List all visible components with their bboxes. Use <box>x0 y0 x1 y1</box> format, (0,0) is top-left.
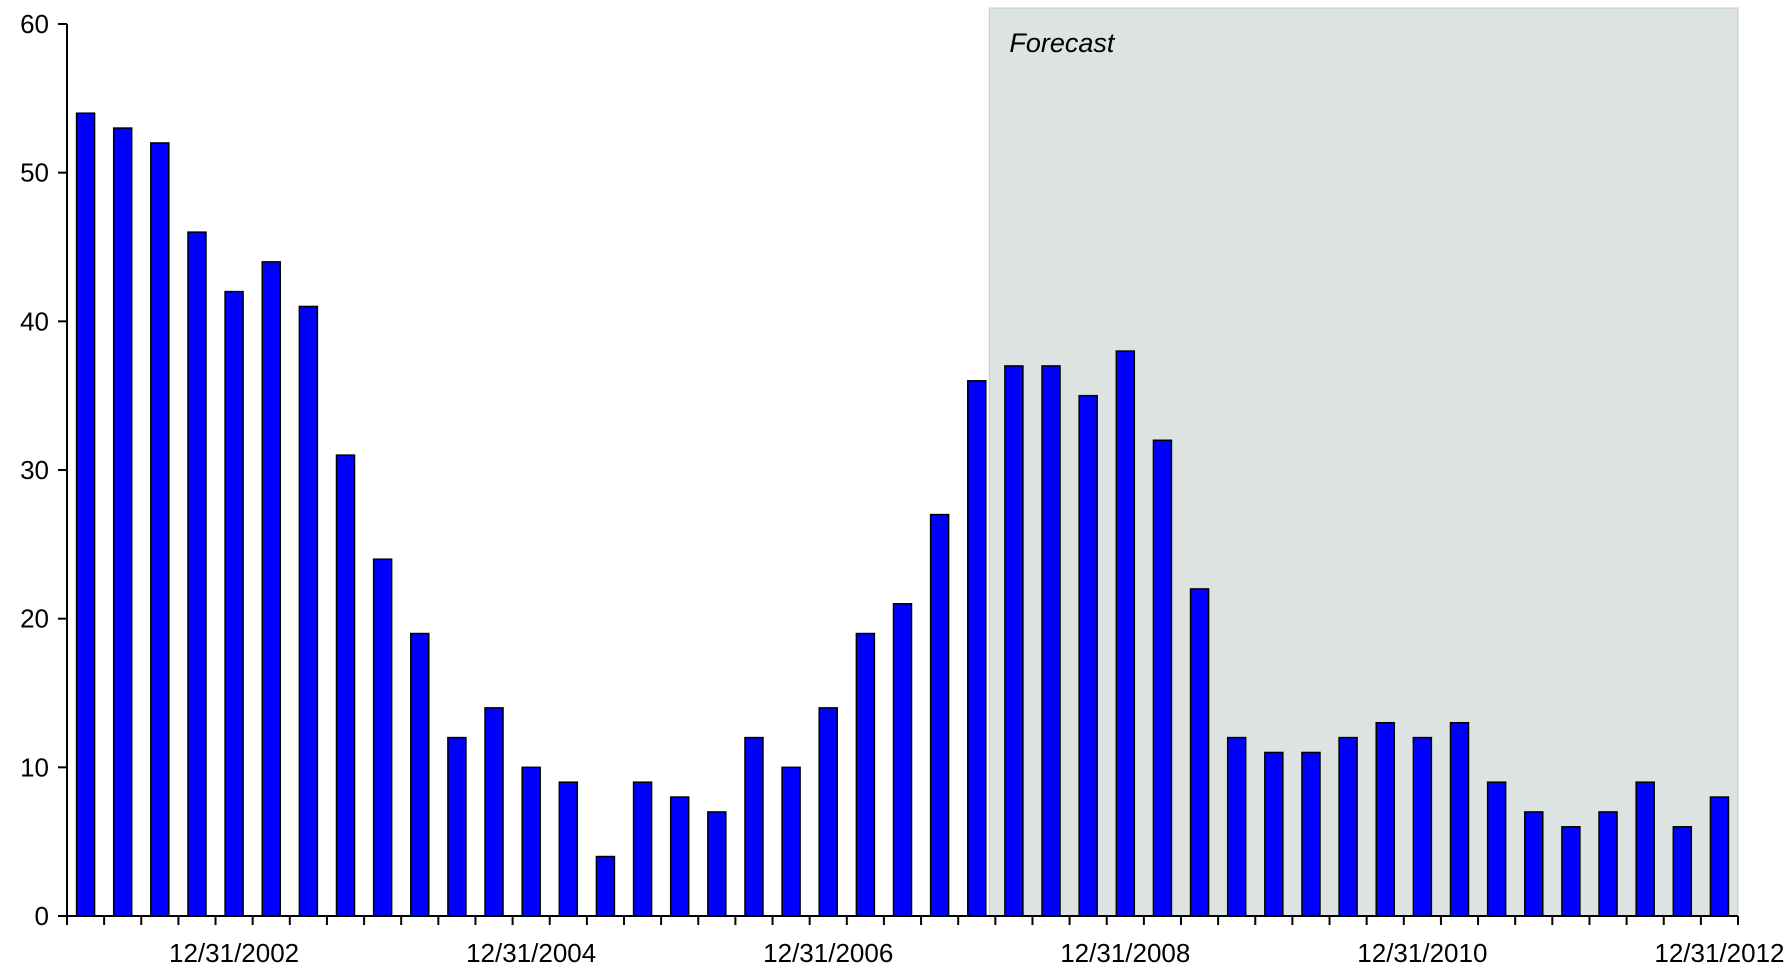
bar <box>1301 751 1321 917</box>
bar <box>1412 736 1433 917</box>
y-tick-label: 0 <box>35 901 49 931</box>
bar <box>1041 365 1061 917</box>
bar <box>335 454 356 917</box>
bar <box>781 766 801 917</box>
bar <box>929 513 950 917</box>
y-tick-label: 50 <box>20 158 49 188</box>
x-tick-label: 12/31/2004 <box>466 938 596 968</box>
bar <box>1338 736 1358 917</box>
bar <box>150 142 170 917</box>
bar <box>558 781 579 917</box>
bar <box>1524 811 1544 917</box>
bar <box>1115 350 1136 917</box>
bars <box>75 112 1730 917</box>
y-axis-ticks: 0 10 20 30 40 50 60 <box>20 9 67 931</box>
bar <box>261 261 281 917</box>
bar <box>1486 781 1507 917</box>
bar <box>1078 394 1098 917</box>
bar <box>744 736 764 917</box>
bar <box>1561 826 1581 917</box>
bar <box>1189 588 1210 917</box>
x-tick-label: 12/31/2010 <box>1357 938 1487 968</box>
y-tick-label: 30 <box>20 455 49 485</box>
bar <box>855 632 876 917</box>
bar <box>447 736 467 917</box>
bar <box>669 796 690 917</box>
bar <box>372 558 393 917</box>
bar <box>1375 721 1395 917</box>
bar <box>224 290 244 917</box>
bar <box>1004 365 1024 917</box>
bar <box>707 811 727 917</box>
bar <box>484 707 504 917</box>
y-tick-label: 10 <box>20 752 49 782</box>
bar <box>892 603 913 917</box>
x-axis-ticks: 12/31/2002 12/31/2004 12/31/2006 12/31/2008… <box>66 916 1785 968</box>
forecast-label: Forecast <box>1009 28 1116 58</box>
x-tick-label: 12/31/2006 <box>763 938 893 968</box>
bar <box>75 112 96 917</box>
x-tick-label: 12/31/2002 <box>169 938 299 968</box>
bar <box>112 127 133 917</box>
bar <box>521 766 541 917</box>
bar <box>187 231 207 917</box>
y-tick-label: 60 <box>20 9 49 39</box>
y-tick-label: 20 <box>20 604 49 634</box>
bar <box>1226 736 1247 917</box>
x-tick-label: 12/31/2012 <box>1654 938 1784 968</box>
y-tick-label: 40 <box>20 306 49 336</box>
bar <box>632 781 653 917</box>
bar <box>967 380 987 917</box>
bar <box>595 855 616 917</box>
x-tick-label: 12/31/2008 <box>1060 938 1190 968</box>
forecast-region <box>988 7 1739 917</box>
bar <box>1264 751 1284 917</box>
bar <box>818 707 838 917</box>
bar <box>1635 781 1655 917</box>
bar <box>1152 439 1173 917</box>
bar <box>410 632 430 917</box>
bar <box>1709 796 1730 917</box>
bar <box>1449 721 1470 917</box>
bar <box>1672 826 1693 917</box>
bar <box>298 305 319 917</box>
bar <box>1598 811 1618 917</box>
